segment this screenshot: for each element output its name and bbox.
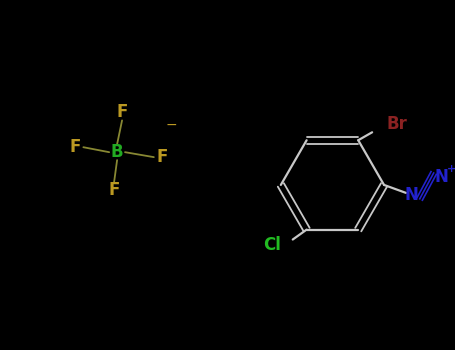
Text: Br: Br (386, 116, 407, 133)
Text: +: + (447, 164, 455, 174)
Text: F: F (116, 104, 128, 121)
Text: −: − (166, 117, 177, 131)
Text: F: F (108, 181, 120, 199)
Text: Cl: Cl (263, 237, 281, 254)
Text: B: B (111, 143, 123, 161)
Text: F: F (156, 148, 167, 166)
Text: N: N (435, 168, 449, 186)
Text: F: F (70, 138, 81, 156)
Text: N: N (405, 186, 419, 204)
